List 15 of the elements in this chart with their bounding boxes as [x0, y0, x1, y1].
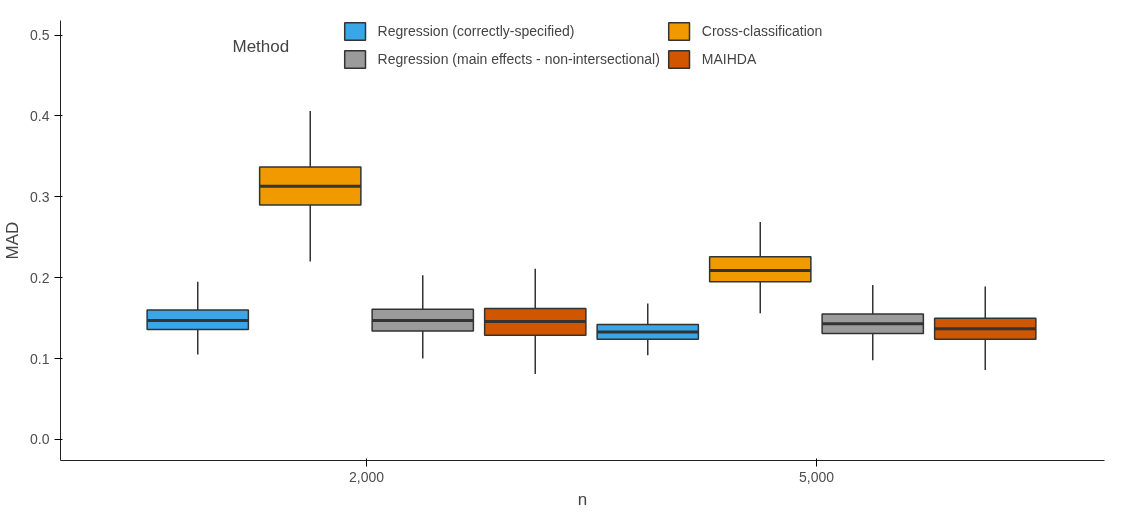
x-tick-label: 2,000	[348, 468, 385, 485]
legend-label: Regression (correctly-specified)	[377, 23, 575, 39]
legend-title: Method	[232, 37, 290, 56]
y-tick-label: 0.0	[30, 431, 50, 448]
y-tick-label: 0.4	[30, 107, 50, 124]
y-tick-label: 0.5	[30, 27, 50, 44]
y-tick-label: 0.1	[30, 350, 50, 367]
legend-label: Regression (main effects - non-intersectional)	[377, 51, 660, 67]
x-axis-title: n	[577, 489, 588, 509]
y-tick-label: 0.2	[30, 269, 50, 286]
y-axis-title: MAD	[3, 221, 23, 260]
y-tick-label: 0.3	[30, 188, 50, 205]
legend-label: Cross-classification	[701, 23, 823, 39]
x-tick-label: 5,000	[798, 468, 835, 485]
legend-label: MAIHDA	[701, 51, 757, 67]
